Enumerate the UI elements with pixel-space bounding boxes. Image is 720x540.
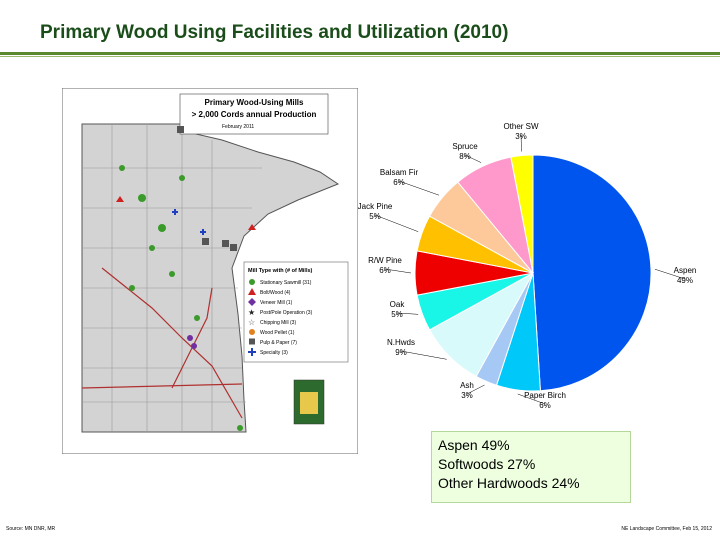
summary-other-hardwoods: Other Hardwoods 24% [438, 475, 580, 491]
pie-leader-line [466, 384, 485, 395]
map-legend-label: Wood Pellet (1) [260, 330, 295, 336]
pie-label: Balsam Fir [380, 168, 419, 177]
pie-leader-line [520, 134, 522, 152]
black-star-icon: ★ [248, 308, 255, 317]
summary-softwoods: Softwoods 27% [438, 456, 536, 472]
map-legend-label: Post/Pole Operation (3) [260, 310, 313, 316]
pie-label: Paper Birch [524, 391, 566, 400]
source-note: Source: MN DNR, MR [6, 526, 56, 532]
map-title-line1: Primary Wood-Using Mills [205, 98, 305, 107]
pie-label: Oak [390, 300, 406, 309]
map-date: February 2011 [222, 124, 254, 130]
pie-value-label: 8% [459, 152, 471, 161]
map-legend-label: Chipping Mill (3) [260, 320, 296, 326]
pie-label: N.Hwds [387, 338, 415, 347]
pie-value-label: 3% [515, 132, 527, 141]
green-circle-icon [249, 279, 255, 285]
pie-label: Spruce [452, 142, 478, 151]
map-legend-label: Pulp & Paper (7) [260, 340, 297, 346]
map-legend-label: Specialty (3) [260, 350, 288, 356]
footer-credit: NE Landscape Committee, Feb 15, 2012 [621, 526, 712, 532]
gray-square-icon [249, 338, 255, 345]
pie-slice-aspen [532, 154, 652, 392]
pie-leader-line [400, 350, 447, 360]
pie-value-label: 6% [539, 401, 551, 410]
minnesota-mill-map: Primary Wood-Using Mills > 2,000 Cords a… [62, 88, 358, 454]
pie-label: Aspen [674, 266, 697, 275]
pie-label: Jack Pine [358, 202, 393, 211]
pie-leader-line [374, 214, 419, 232]
pie-label: Ash [460, 381, 474, 390]
pie-value-label: 6% [393, 178, 405, 187]
pie-value-label: 5% [391, 310, 403, 319]
page-title: Primary Wood Using Facilities and Utiliz… [40, 22, 509, 43]
red-triangle-icon [248, 288, 256, 295]
map-legend-label: Bolt/Wood (4) [260, 290, 291, 296]
purple-diamond-icon [248, 298, 256, 306]
title-divider-thin [0, 56, 720, 57]
pie-leader-line [654, 268, 686, 280]
pie-value-label: 5% [369, 212, 381, 221]
star-outline-icon: ☆ [248, 318, 255, 327]
map-title-line2: > 2,000 Cords annual Production [192, 110, 317, 119]
pie-leader-line [398, 180, 440, 196]
summary-box: Aspen 49% Softwoods 27% Other Hardwoods … [431, 431, 631, 503]
pie-label: R/W Pine [368, 256, 402, 265]
title-divider [0, 52, 720, 55]
orange-circle-icon [249, 329, 255, 335]
pie-value-label: 6% [379, 266, 391, 275]
pie-label: Other SW [503, 122, 539, 131]
pie-leader-line [396, 312, 419, 315]
pie-leader-line [517, 393, 546, 405]
blue-cross-icon [248, 348, 256, 356]
pie-leader-line [384, 268, 412, 274]
pie-value-label: 9% [395, 348, 407, 357]
pie-value-label: 3% [461, 391, 473, 400]
mill-markers [116, 126, 256, 431]
map-legend-title: Mill Type with (# of Mills) [248, 268, 313, 274]
summary-aspen: Aspen 49% [438, 437, 510, 453]
map-legend-label: Stationary Sawmill (31) [260, 280, 312, 286]
pie-slice-other-sw [510, 154, 534, 274]
map-legend-label: Veneer Mill (1) [260, 300, 293, 306]
pie-leader-line [464, 154, 482, 163]
pie-value-label: 49% [677, 276, 693, 285]
